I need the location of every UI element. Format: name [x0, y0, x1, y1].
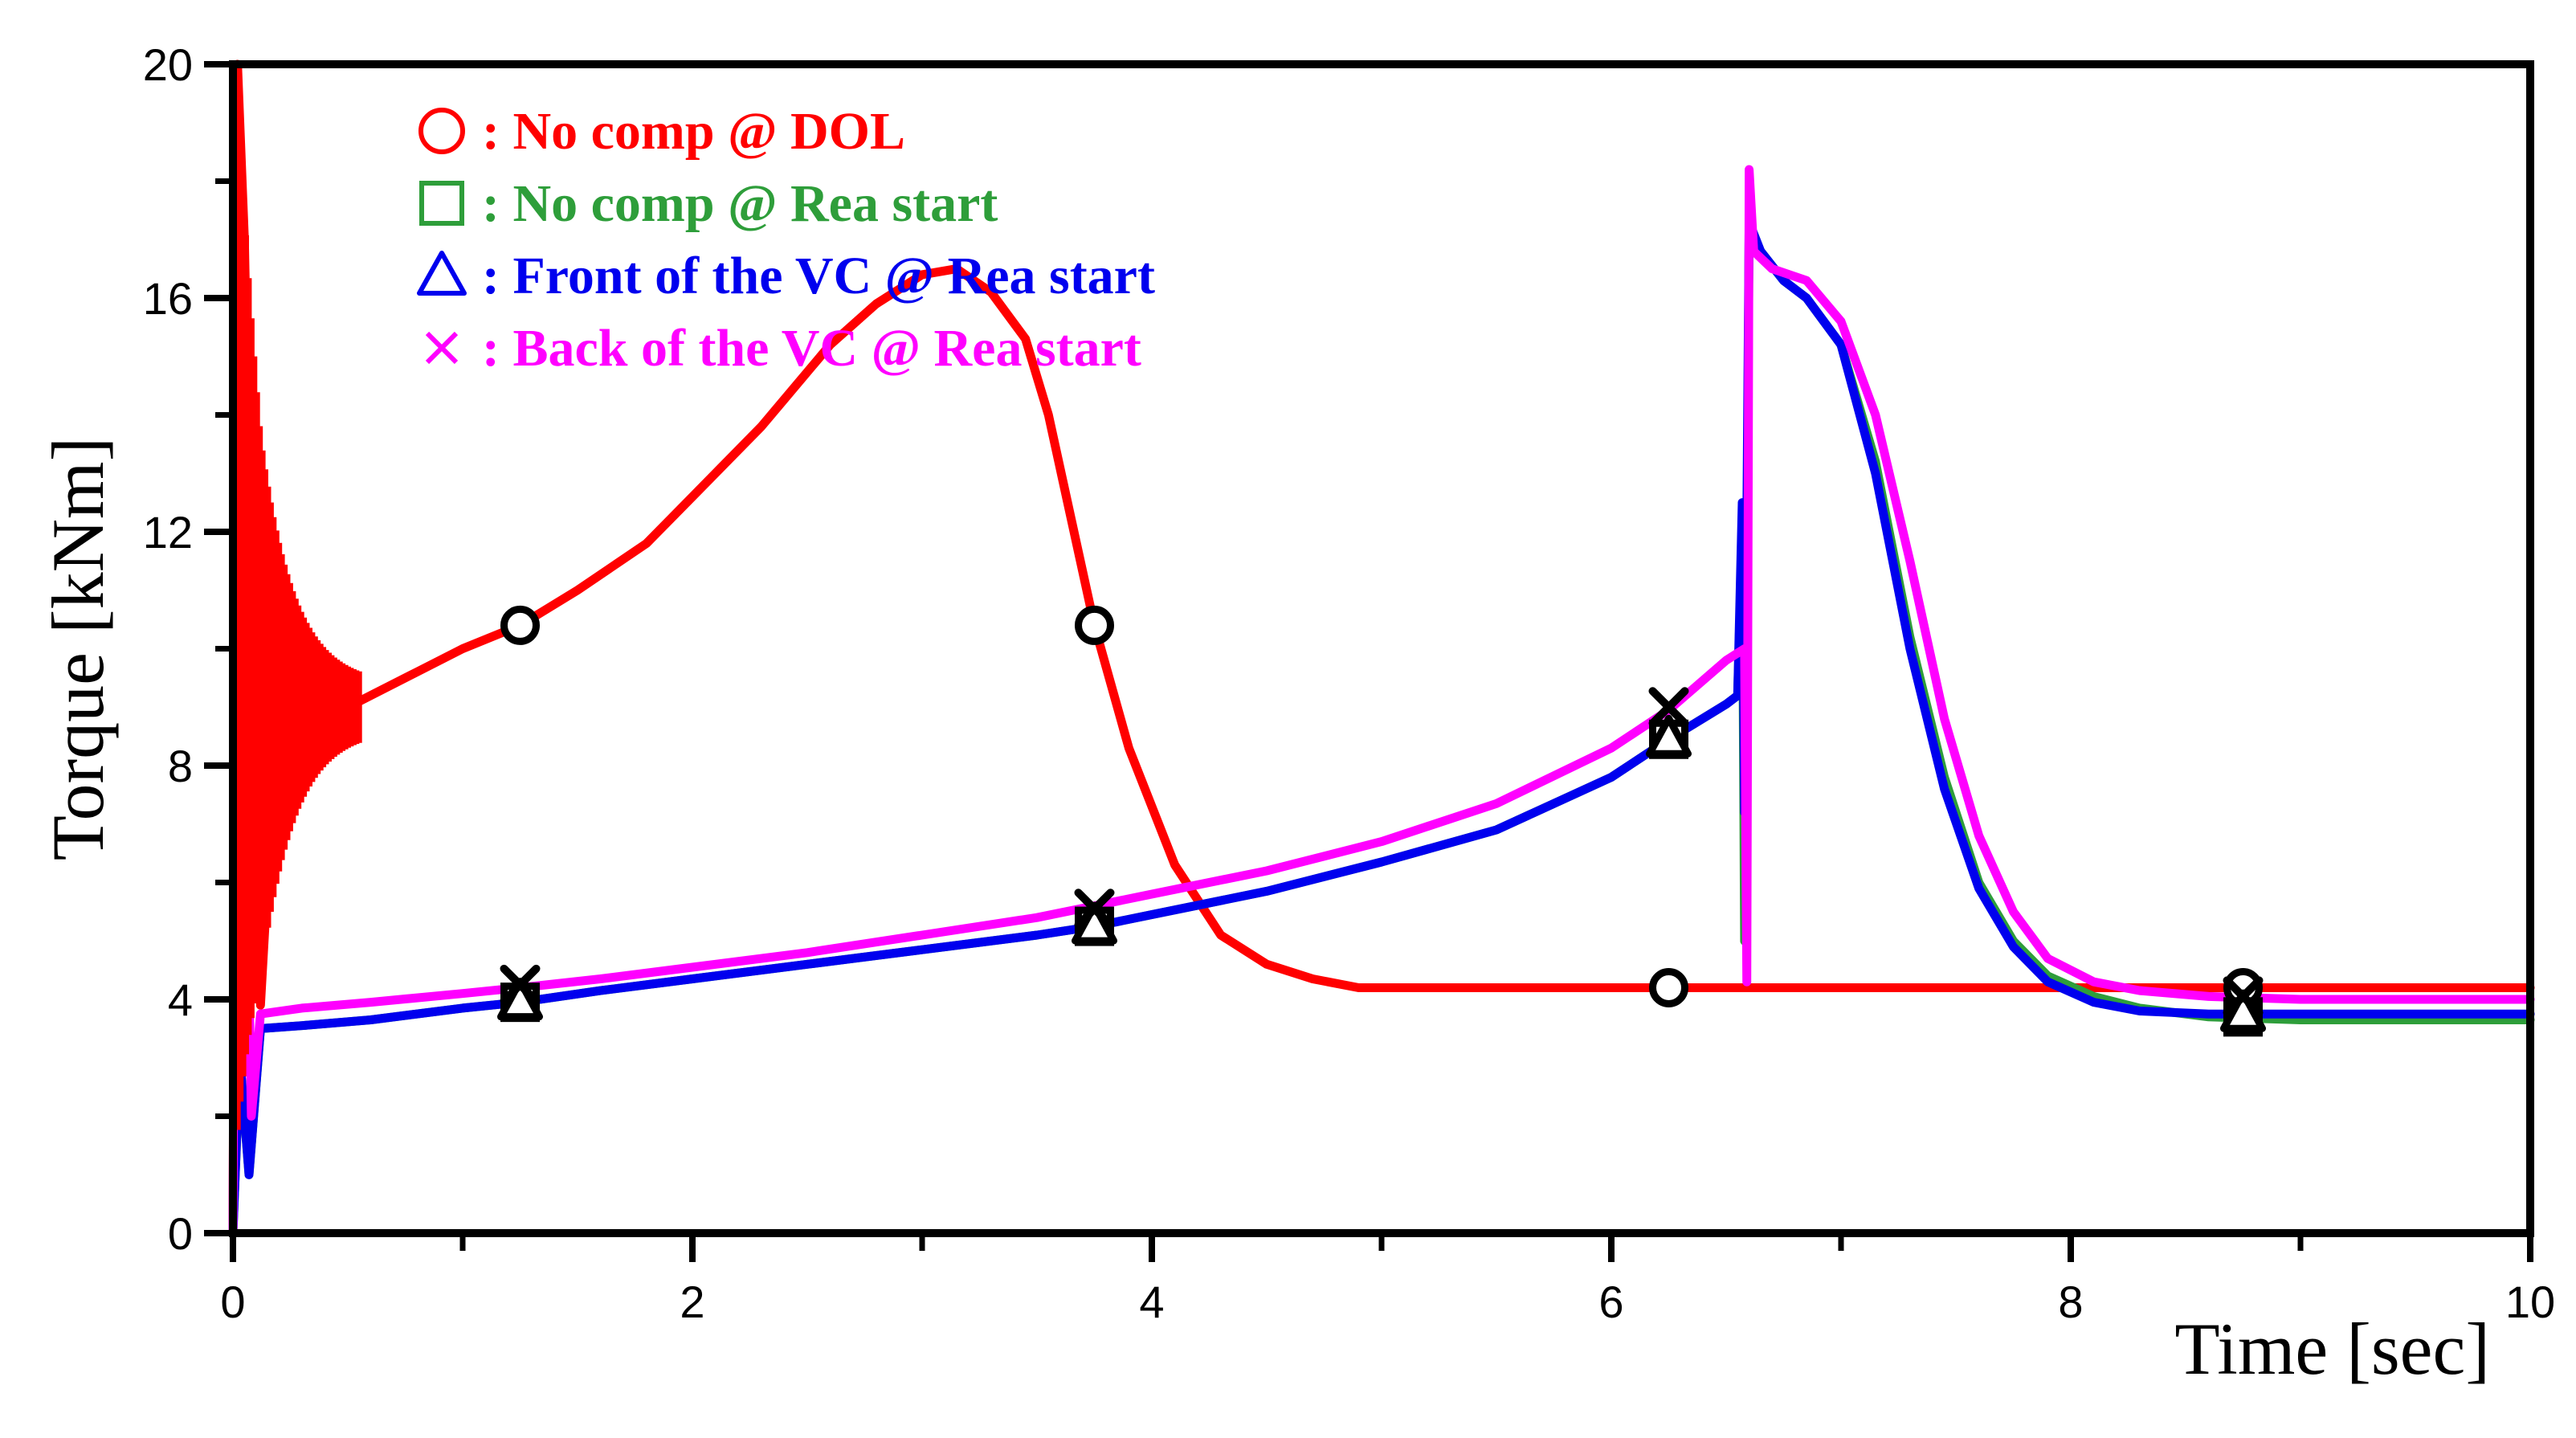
- series-markers: [497, 605, 2266, 1037]
- x-tick-label-1: 2: [680, 1277, 704, 1327]
- legend-symbol-3: [417, 251, 467, 296]
- plot-area: [233, 64, 2530, 1233]
- y-tick-label-2: 8: [168, 741, 193, 791]
- x-tick-label-5: 10: [2505, 1277, 2555, 1327]
- legend-label-1: : No comp @ DOL: [482, 102, 905, 161]
- legend-symbol-1: [418, 108, 465, 154]
- x-axis-title: Time [sec]: [2174, 1308, 2490, 1390]
- legend-symbol-2: [419, 181, 464, 226]
- x-tick-label-2: 4: [1139, 1277, 1164, 1327]
- y-tick-label-3: 12: [143, 507, 193, 558]
- y-axis-title: Torque [kNm]: [37, 437, 119, 861]
- series-line-1-transient: [234, 89, 362, 1130]
- series-line-4: [228, 165, 2535, 1238]
- x-tick-label-4: 8: [2058, 1277, 2083, 1327]
- legend: : No comp @ DOL : No comp @ Rea start : Fr…: [417, 102, 1155, 378]
- legend-symbol-4: [425, 331, 459, 365]
- plot-background: [233, 64, 2530, 1233]
- series-lines: [228, 59, 2535, 1238]
- marker-circle-1-3: [1649, 967, 1688, 1007]
- legend-label-4: : Back of the VC @ Rea start: [482, 319, 1141, 378]
- marker-circle-1-1: [500, 605, 540, 645]
- marker-circle-1-2: [1075, 605, 1114, 645]
- y-tick-label-0: 0: [168, 1208, 193, 1259]
- marker-x-4-4: [2223, 976, 2264, 1017]
- y-tick-label-1: 4: [168, 974, 193, 1025]
- marker-x-4-2: [1074, 889, 1115, 929]
- axes: 0 2 4 6 8 10 0 4 8 12 16 20 Time [sec] Torque [kNm]: [37, 39, 2555, 1390]
- marker-x-4-1: [500, 964, 541, 1005]
- y-tick-label-5: 20: [143, 39, 193, 90]
- legend-label-2: : No comp @ Rea start: [482, 174, 998, 233]
- y-tick-label-4: 16: [143, 273, 193, 324]
- legend-label-3: : Front of the VC @ Rea start: [482, 247, 1155, 305]
- marker-x-4-3: [1648, 687, 1689, 728]
- x-tick-label-3: 6: [1598, 1277, 1623, 1327]
- marker-triangle-3-3: [1646, 714, 1692, 758]
- x-tick-label-0: 0: [220, 1277, 245, 1327]
- series-line-3: [228, 217, 2535, 1238]
